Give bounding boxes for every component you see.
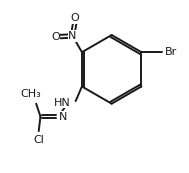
Text: CH₃: CH₃ xyxy=(21,89,41,98)
Text: O: O xyxy=(71,13,79,23)
Text: N: N xyxy=(68,31,77,41)
Text: N: N xyxy=(58,112,67,121)
Text: HN: HN xyxy=(54,98,70,108)
Text: O: O xyxy=(51,32,60,42)
Text: Cl: Cl xyxy=(33,135,44,145)
Text: Br: Br xyxy=(165,47,177,57)
